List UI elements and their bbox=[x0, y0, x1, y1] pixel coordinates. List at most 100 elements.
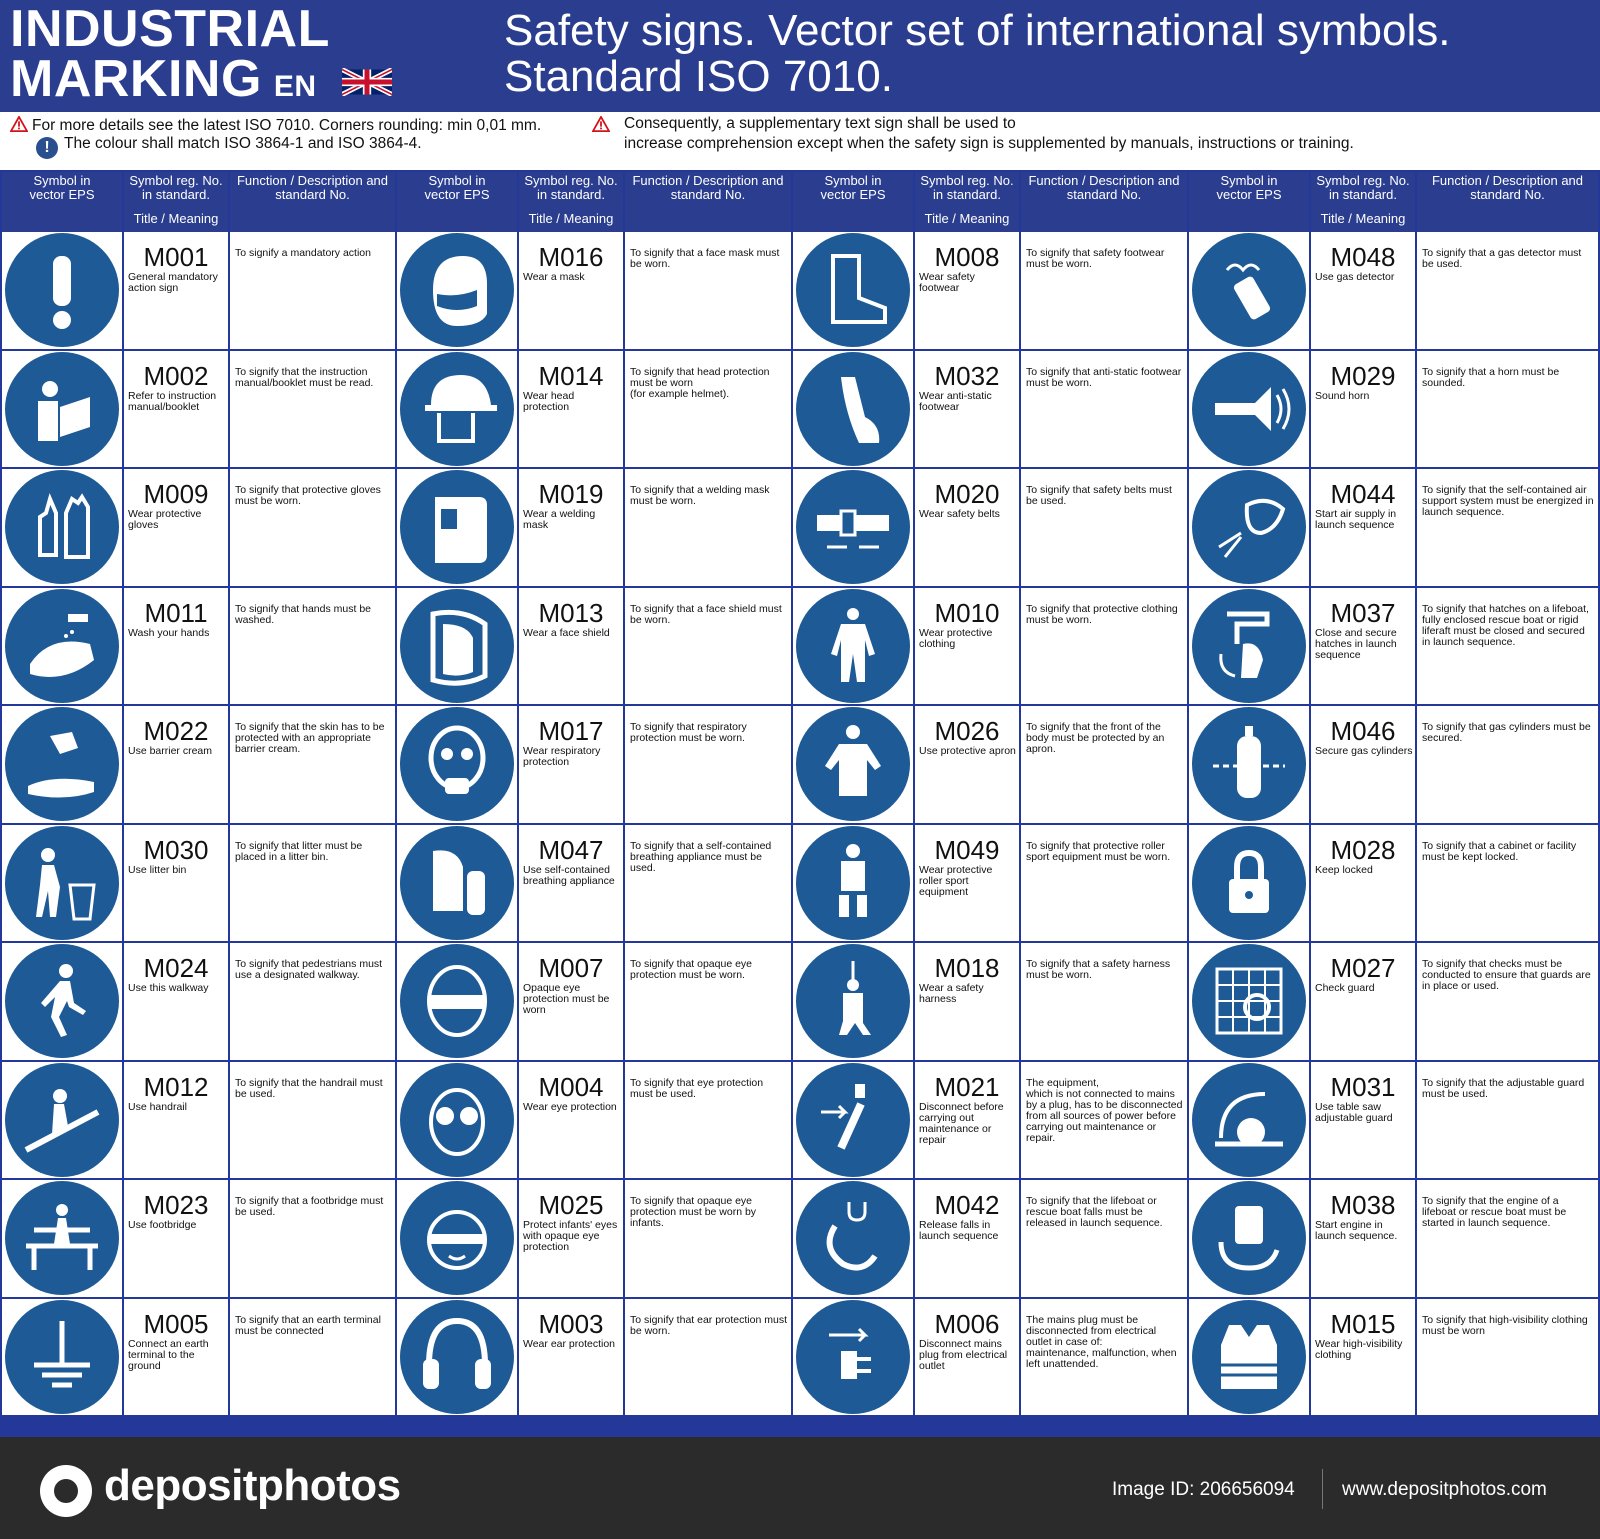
reg-number-cell: M023 Use footbridge bbox=[124, 1180, 228, 1297]
reg-number-cell: M038 Start engine in launch sequence. bbox=[1311, 1180, 1415, 1297]
sign-title: Start air supply in launch sequence bbox=[1315, 508, 1397, 531]
sign-description: To signify that respiratory protection m… bbox=[630, 721, 747, 744]
info-icon: ! bbox=[36, 137, 58, 159]
column-header-label: Function / Description and standard No. bbox=[1028, 173, 1180, 202]
release-hook-icon bbox=[826, 1202, 878, 1271]
air-supply-icon bbox=[1218, 499, 1286, 559]
sign-description: To signify that safety belts must be use… bbox=[1026, 484, 1172, 507]
mandatory-sign bbox=[796, 1181, 910, 1296]
description-cell: To signify that an earth terminal must b… bbox=[230, 1298, 395, 1415]
sign-code: M010 bbox=[934, 597, 1000, 628]
sign-description: To signify that the self-contained air s… bbox=[1422, 484, 1594, 518]
reg-number-cell: M013 Wear a face shield bbox=[519, 587, 623, 704]
ear-protection-icon bbox=[423, 1317, 491, 1389]
reg-number-cell: M006 Disconnect mains plug from electrica… bbox=[915, 1298, 1019, 1415]
mandatory-sign bbox=[5, 588, 119, 703]
sign-title: Refer to instruction manual/booklet bbox=[128, 389, 217, 413]
sign-code: M021 bbox=[934, 1071, 1000, 1102]
infant-goggles-icon bbox=[427, 1210, 487, 1271]
symbol-cell bbox=[397, 706, 517, 823]
hatch-icon bbox=[1219, 611, 1270, 678]
sign-title: Wear high-visibility clothing bbox=[1315, 1337, 1403, 1361]
warning-triangle-icon bbox=[10, 116, 28, 132]
anti-static-shoe-icon bbox=[841, 376, 880, 443]
opaque-goggles-icon bbox=[427, 965, 487, 1038]
earth-terminal-icon bbox=[34, 1320, 90, 1388]
uk-flag-icon bbox=[341, 68, 392, 97]
description-cell: To signify that a welding mask must be w… bbox=[625, 469, 791, 586]
symbol-cell bbox=[793, 350, 913, 467]
description-cell: To signify that gas cylinders must be se… bbox=[1417, 706, 1598, 823]
sign-title: Keep locked bbox=[1315, 863, 1373, 876]
mandatory-sign bbox=[400, 1062, 514, 1177]
reg-number-cell: M008 Wear safety footwear bbox=[915, 232, 1019, 349]
description-cell: To signify that protective gloves must b… bbox=[230, 469, 395, 586]
unplug-icon bbox=[821, 1327, 871, 1379]
symbol-cell bbox=[397, 469, 517, 586]
description-cell: To signify that head protection must be … bbox=[625, 350, 791, 467]
sign-code: M006 bbox=[934, 1308, 1000, 1339]
reg-number-cell: M027 Check guard bbox=[1311, 943, 1415, 1060]
header-title-line2: MARKING bbox=[10, 50, 262, 108]
reg-number-cell: M011 Wash your hands bbox=[124, 587, 228, 704]
symbol-cell bbox=[793, 1180, 913, 1297]
description-cell: To signify that a face shield must be wo… bbox=[625, 587, 791, 704]
description-cell: To signify that safety footwear must be … bbox=[1021, 232, 1187, 349]
hi-vis-vest-icon bbox=[1221, 1324, 1277, 1389]
mandatory-sign bbox=[5, 470, 119, 585]
symbol-cell bbox=[2, 469, 122, 586]
reg-number-cell: M018 Wear a safety harness bbox=[915, 943, 1019, 1060]
mandatory-sign bbox=[5, 233, 119, 348]
sign-title: Wear a face shield bbox=[523, 626, 610, 639]
symbol-cell bbox=[2, 1180, 122, 1297]
sign-title: Use litter bin bbox=[128, 863, 187, 876]
mandatory-sign bbox=[400, 944, 514, 1059]
sign-description: To signify a mandatory action bbox=[235, 247, 371, 259]
sign-description: To signify that protective roller sport … bbox=[1026, 839, 1171, 863]
description-cell: To signify that opaque eye protection mu… bbox=[625, 943, 791, 1060]
goggles-icon bbox=[429, 1087, 485, 1156]
breathing-apparatus-icon bbox=[433, 850, 485, 915]
symbol-cell bbox=[1189, 1061, 1309, 1178]
sign-description: To signify that high-visibility clothing… bbox=[1422, 1313, 1588, 1337]
sign-code: M020 bbox=[934, 479, 1000, 509]
mandatory-sign bbox=[5, 1181, 119, 1296]
reg-number-cell: M042 Release falls in launch sequence bbox=[915, 1180, 1019, 1297]
description-cell: To signify that ear protection must be w… bbox=[625, 1298, 791, 1415]
column-header-desc: Function / Description and standard No. bbox=[1417, 172, 1598, 238]
column-header-regno: Symbol reg. No. in standard. Title / Mean… bbox=[1311, 172, 1415, 238]
column-header-label: Symbol in vector EPS bbox=[29, 173, 95, 202]
sign-description: To signify that a face shield must be wo… bbox=[630, 602, 782, 626]
safety-belt-icon bbox=[817, 509, 889, 549]
column-header-label: Symbol in vector EPS bbox=[820, 173, 886, 202]
gas-detector-icon bbox=[1225, 263, 1271, 320]
symbol-cell bbox=[2, 1298, 122, 1415]
header-subtitle: Safety signs. Vector set of internationa… bbox=[504, 8, 1450, 100]
sign-description: To signify that a gas detector must be u… bbox=[1422, 247, 1582, 270]
sign-code: M028 bbox=[1330, 834, 1396, 865]
sign-title: Wear eye protection bbox=[523, 1100, 617, 1113]
column-header-label: Symbol in vector EPS bbox=[424, 173, 490, 202]
reg-number-cell: M019 Wear a welding mask bbox=[519, 469, 623, 586]
symbol-cell bbox=[1189, 1298, 1309, 1415]
description-cell: To signify that a horn must be sounded. bbox=[1417, 350, 1598, 467]
sign-title: Wear anti-static footwear bbox=[919, 389, 992, 413]
description-cell: To signify that eye protection must be u… bbox=[625, 1061, 791, 1178]
sign-description: To signify that an earth terminal must b… bbox=[235, 1313, 381, 1337]
description-cell: To signify that the engine of a lifeboat… bbox=[1417, 1180, 1598, 1297]
sign-title: Wear protective clothing bbox=[919, 626, 993, 650]
mandatory-sign bbox=[1192, 351, 1306, 466]
description-cell: To signify that the adjustable guard mus… bbox=[1417, 1061, 1598, 1178]
sign-title: Check guard bbox=[1315, 982, 1375, 994]
guard-icon bbox=[1215, 967, 1283, 1035]
sign-code: M005 bbox=[143, 1308, 209, 1339]
description-cell: The mains plug must be disconnected from… bbox=[1021, 1298, 1187, 1415]
mandatory-sign bbox=[5, 707, 119, 822]
reg-number-cell: M009 Wear protective gloves bbox=[124, 469, 228, 586]
mandatory-sign bbox=[796, 1299, 910, 1414]
sign-code: M027 bbox=[1330, 953, 1396, 983]
symbol-cell bbox=[2, 587, 122, 704]
sign-description: To signify that protective clothing must… bbox=[1026, 602, 1178, 626]
apron-icon bbox=[825, 725, 881, 797]
reg-number-cell: M005 Connect an earth terminal to the gro… bbox=[124, 1298, 228, 1415]
